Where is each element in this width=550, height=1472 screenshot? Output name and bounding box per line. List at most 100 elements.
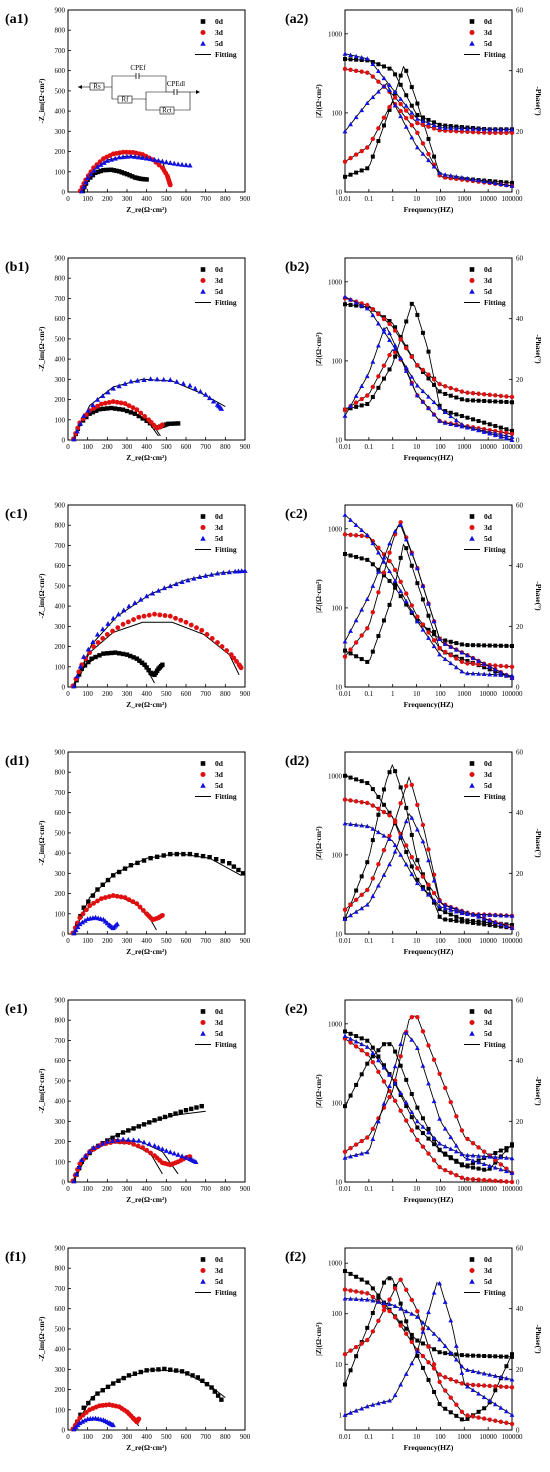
data-point — [392, 818, 398, 823]
data-point — [144, 1147, 150, 1153]
data-point — [453, 422, 459, 428]
data-point — [348, 1348, 353, 1353]
data-point — [403, 1308, 409, 1314]
legend-label-3d: 3d — [484, 28, 493, 37]
data-point — [504, 435, 509, 441]
data-point — [465, 415, 470, 420]
data-point — [453, 125, 459, 131]
data-point — [393, 354, 398, 359]
data-point — [409, 1332, 414, 1337]
data-point — [470, 1368, 476, 1374]
data-point — [370, 74, 376, 79]
x-tick-label: 400 — [141, 690, 152, 698]
data-point — [492, 1165, 498, 1170]
data-point — [415, 312, 420, 317]
data-point — [459, 1417, 464, 1422]
data-point — [476, 911, 481, 917]
data-point — [376, 1054, 381, 1059]
x-tick-label: 800 — [220, 443, 231, 451]
panel-c1: (c1)0 100 200 300 400 500 600 700 800 90001002003… — [5, 502, 251, 710]
data-point — [469, 277, 475, 284]
y-tick-label: 100 — [55, 416, 66, 424]
data-point — [482, 920, 487, 925]
data-point — [431, 643, 437, 649]
data-point — [432, 154, 437, 159]
data-point — [167, 160, 173, 165]
data-point — [453, 647, 459, 652]
data-point — [431, 1290, 437, 1295]
y-axis-label: -Z_im(Ω·cm²) — [37, 78, 46, 123]
data-point — [448, 1395, 453, 1400]
data-point — [370, 1298, 376, 1303]
data-point — [370, 876, 376, 881]
data-point — [398, 522, 404, 528]
data-point — [448, 393, 453, 398]
data-point — [470, 426, 476, 431]
data-point — [459, 919, 464, 924]
data-point — [509, 673, 515, 678]
data-point — [370, 1050, 376, 1055]
data-point — [109, 167, 114, 172]
data-point — [376, 374, 381, 379]
data-point — [354, 1274, 359, 1279]
data-point — [376, 1400, 381, 1406]
data-point — [420, 1144, 426, 1149]
data-point — [442, 1343, 448, 1348]
data-point — [498, 1155, 504, 1160]
y-axis-label: |Z|(Ω·cm²) — [314, 1074, 323, 1108]
data-point — [493, 1388, 498, 1393]
panel-d1: (d1)0 100 200 300 400 500 600 700 800 90001002003… — [5, 749, 251, 957]
data-point — [111, 873, 116, 878]
data-point — [398, 1301, 403, 1306]
data-point — [343, 302, 347, 307]
data-point — [102, 895, 108, 901]
data-point — [103, 167, 109, 173]
data-point — [155, 587, 162, 593]
data-point — [114, 921, 120, 927]
data-point — [348, 403, 353, 408]
data-point — [426, 157, 431, 163]
data-point — [387, 861, 392, 867]
data-point — [183, 162, 189, 168]
y2-tick-label: 0 — [516, 931, 520, 939]
data-point — [342, 1155, 348, 1160]
y-tick-label: 100 — [332, 851, 343, 859]
x-tick-label: 100 — [82, 443, 93, 451]
data-point — [167, 613, 173, 619]
x-axis-label: Frequency(HZ) — [404, 1195, 454, 1204]
panel-b2: (b2)0.01 0.1 1 10 100 1000 10000 10000010100100… — [285, 255, 543, 463]
data-point — [124, 652, 130, 657]
data-point — [162, 1366, 167, 1372]
data-point — [409, 603, 414, 608]
data-point — [376, 62, 381, 67]
data-point — [414, 1314, 420, 1319]
panel-f2: (f2)0.01 0.1 1 10 100 1000 10000 10000011010010… — [285, 1245, 543, 1453]
data-point — [459, 414, 464, 419]
data-point — [376, 1318, 381, 1324]
legend-label-3d: 3d — [484, 1266, 493, 1275]
x-tick-label: 0.01 — [339, 937, 352, 945]
y-tick-label: 100 — [55, 1158, 66, 1166]
data-point — [465, 643, 470, 648]
data-point — [481, 1394, 487, 1400]
panel-c2: (c2)0.01 0.1 1 10 100 1000 10000 10000010100100… — [285, 502, 543, 710]
data-point — [465, 175, 470, 181]
data-point — [354, 57, 359, 62]
data-point — [364, 902, 370, 907]
y2-tick-label: 40 — [516, 1057, 524, 1065]
data-point — [398, 785, 403, 790]
data-point — [432, 900, 437, 905]
data-point — [354, 888, 359, 893]
x-tick-label: 500 — [161, 1185, 172, 1193]
data-point — [353, 1296, 359, 1302]
data-point — [504, 427, 509, 432]
data-point — [415, 1353, 420, 1358]
data-point — [459, 1163, 464, 1168]
data-point — [381, 872, 387, 877]
y-tick-label: 200 — [55, 643, 66, 651]
y2-tick-label: 0 — [516, 189, 520, 197]
data-point — [504, 400, 509, 405]
data-point — [370, 649, 375, 654]
data-point — [370, 893, 376, 899]
data-point — [426, 892, 431, 897]
